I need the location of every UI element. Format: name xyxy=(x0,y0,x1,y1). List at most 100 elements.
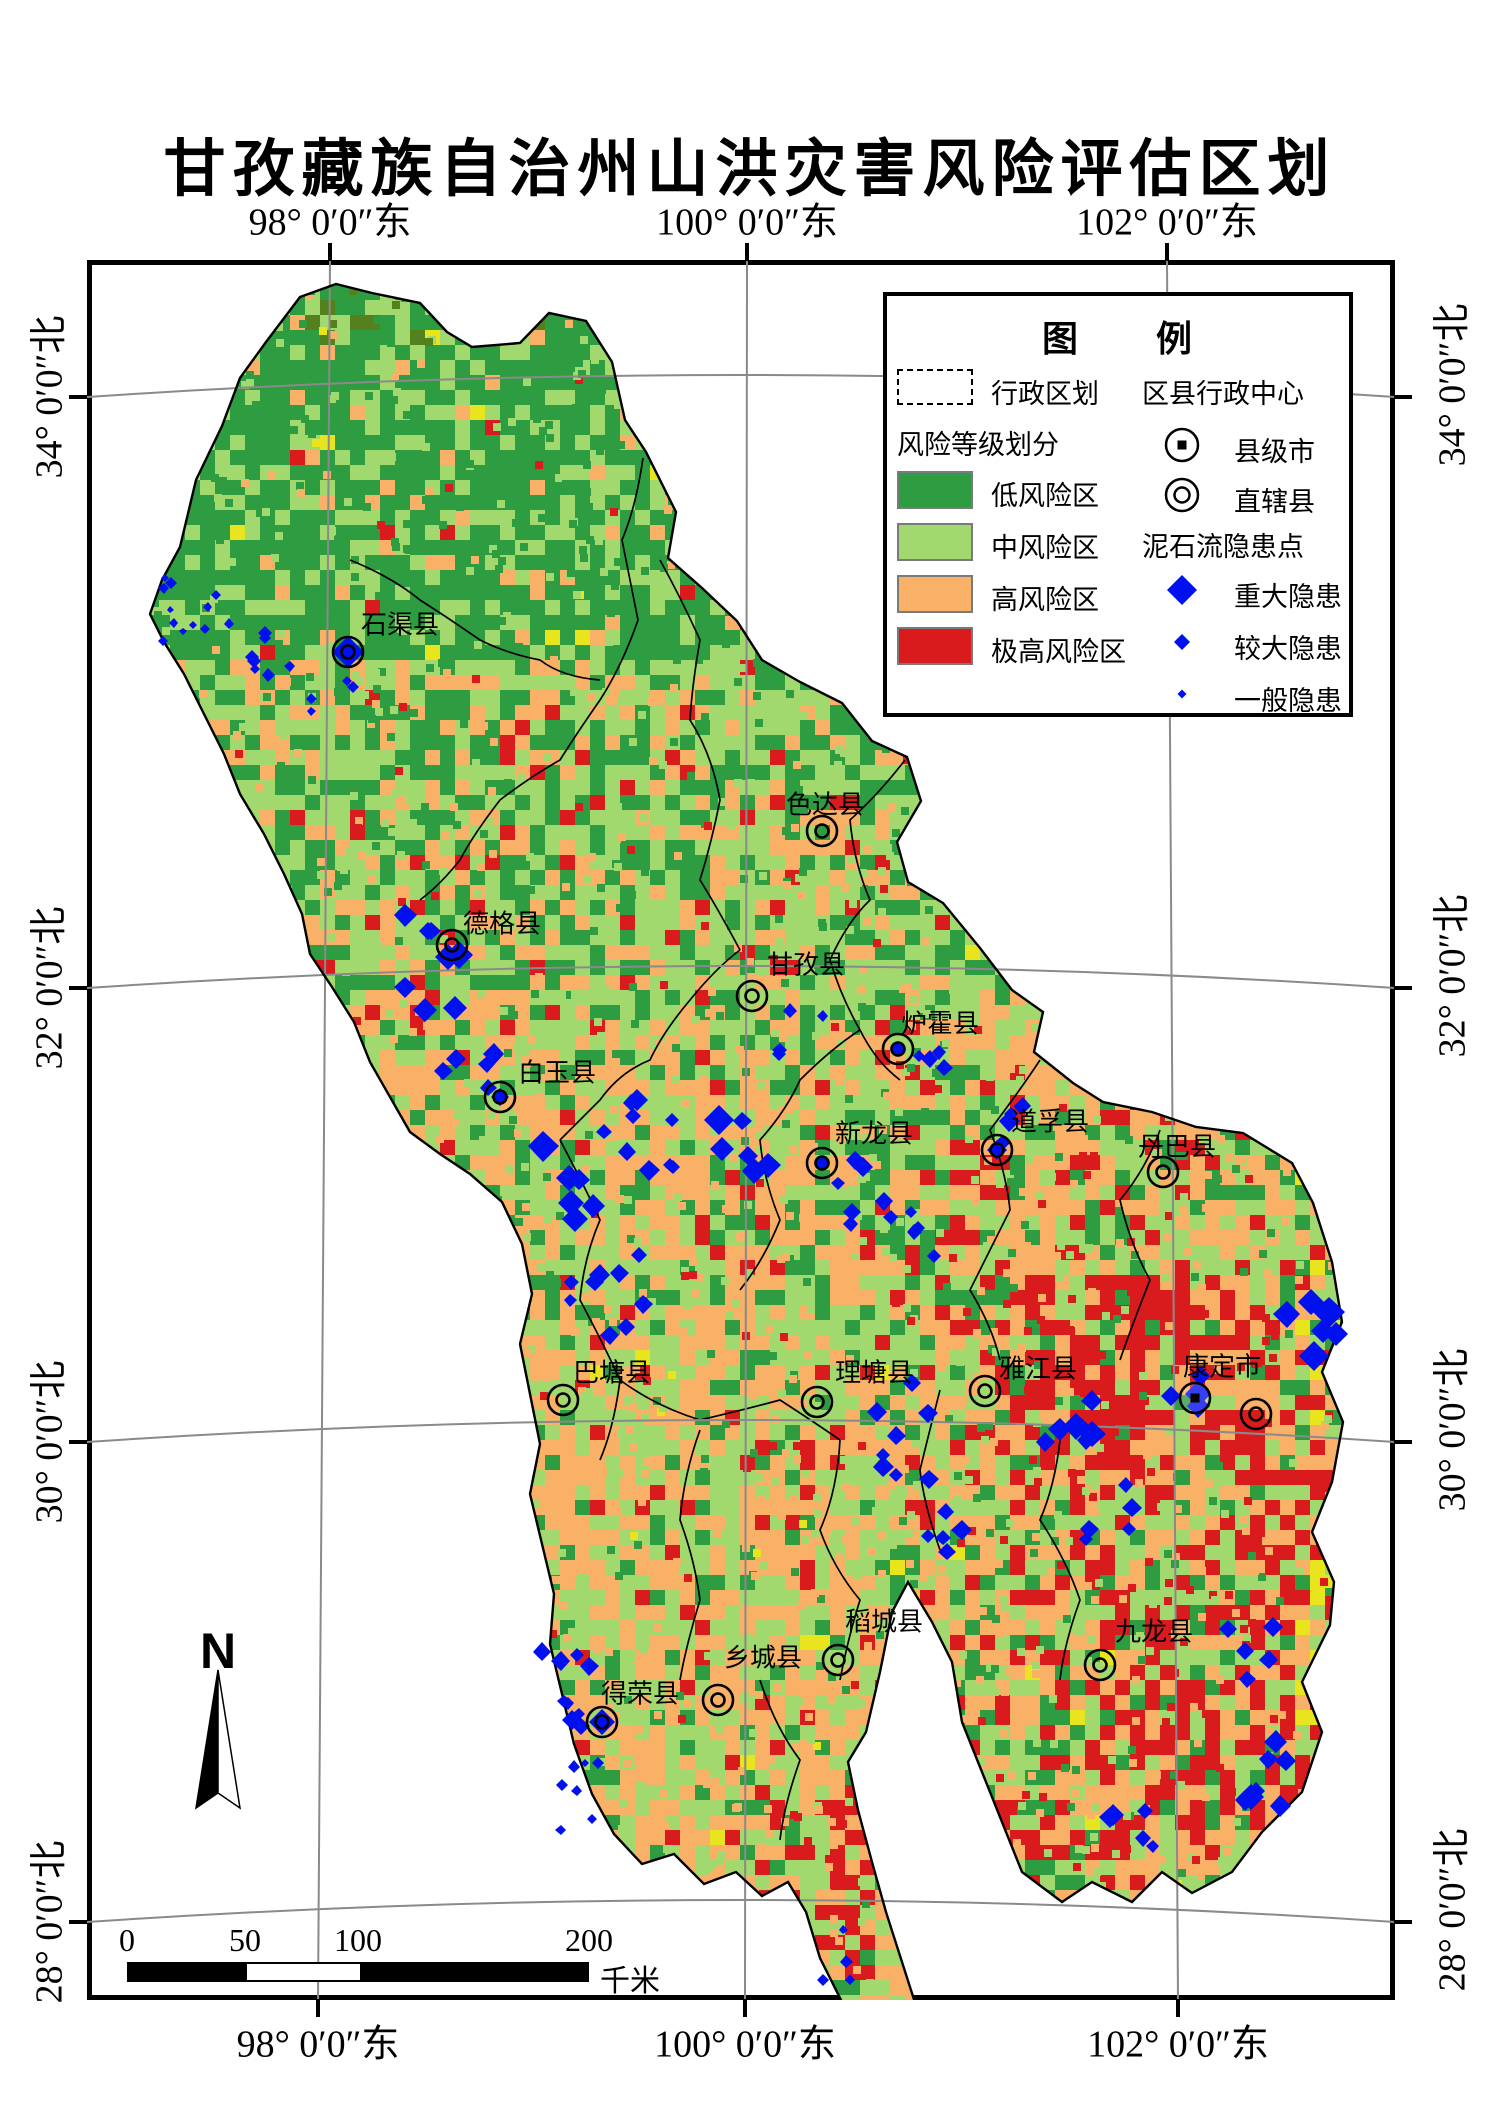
hazard-point xyxy=(158,636,168,646)
county-center-symbol xyxy=(821,1643,855,1677)
axis-tick xyxy=(69,395,87,399)
hazard-point xyxy=(1236,1642,1254,1660)
hazard-point xyxy=(1270,1795,1291,1817)
hazard-point xyxy=(631,1247,647,1263)
axis-tick xyxy=(69,986,87,990)
county-label-康定市: 康定市 xyxy=(1182,1352,1262,1382)
hazard-point xyxy=(262,668,275,682)
hazard-point xyxy=(665,1113,679,1127)
hazard-point xyxy=(831,1177,845,1190)
hazard-point xyxy=(342,676,352,686)
hazard-point xyxy=(307,707,316,716)
hazard-point xyxy=(211,590,221,600)
scale-tick-label: 0 xyxy=(119,1922,135,1958)
risk-swatch-1 xyxy=(897,523,973,561)
hazard-point xyxy=(571,1785,582,1796)
legend-admin-label: 行政区划 xyxy=(991,379,1099,409)
county-center-symbol xyxy=(1239,1397,1273,1431)
hazard-point xyxy=(617,1318,635,1336)
county-center-symbol xyxy=(735,979,769,1013)
hazard-point xyxy=(1263,1617,1283,1637)
page-title: 甘孜藏族自治州山洪灾害风险评估区划 xyxy=(163,136,1337,204)
hazard-point xyxy=(332,636,364,668)
scale-tick-label: 100 xyxy=(334,1922,382,1958)
county-center-symbol xyxy=(546,1383,580,1417)
axis-bottom-label: 100° 0′0″东 xyxy=(654,2023,836,2066)
hazard-point xyxy=(618,1142,636,1161)
hazard-point xyxy=(161,574,169,582)
hazard-point xyxy=(1014,1097,1031,1114)
hazard-point xyxy=(284,661,295,672)
hazard-point xyxy=(1235,1790,1256,1811)
hazard-point xyxy=(564,1275,579,1290)
hazard-point xyxy=(843,1203,861,1221)
hazard-point xyxy=(394,977,416,998)
county-label-白玉县: 白玉县 xyxy=(517,1058,597,1088)
axis-right-label: 32° 0′0″北 xyxy=(1431,894,1474,1058)
county-center-symbol xyxy=(805,1146,839,1180)
axis-right-label: 30° 0′0″北 xyxy=(1431,1348,1474,1512)
hazard-point xyxy=(839,1925,848,1934)
county-center-symbol xyxy=(483,1080,517,1114)
risk-label-2: 高风险区 xyxy=(991,585,1099,615)
hazard-point xyxy=(1273,1301,1300,1328)
hazard-point xyxy=(1247,1782,1265,1800)
hazard-point xyxy=(639,1160,660,1181)
axis-top-label: 102° 0′0″东 xyxy=(1076,201,1258,244)
axis-bottom-label: 98° 0′0″东 xyxy=(236,2023,400,2066)
scale-tick-label: 50 xyxy=(229,1922,261,1958)
hazard-point xyxy=(483,1043,504,1065)
axis-tick xyxy=(745,243,749,261)
hazard-point xyxy=(394,904,417,927)
county-center-symbol xyxy=(331,635,365,669)
hazard-point xyxy=(259,632,271,644)
hazard-point xyxy=(903,1374,921,1392)
hazard-point xyxy=(169,618,178,628)
hazard-point xyxy=(167,606,174,613)
hazard-point xyxy=(562,1206,588,1232)
county-center-symbol xyxy=(805,814,839,848)
north-arrow-icon xyxy=(194,1669,242,1810)
city-center-symbol xyxy=(1178,1381,1212,1415)
axis-tick xyxy=(69,1920,87,1924)
hazard-point xyxy=(935,1530,951,1545)
hazard-label-2: 一般隐患 xyxy=(1234,686,1342,716)
county-label-雅江县: 雅江县 xyxy=(998,1354,1078,1384)
hazard-point xyxy=(179,628,187,635)
hazard-point xyxy=(1122,1522,1136,1536)
hazard-point xyxy=(533,1642,551,1661)
hazard-point xyxy=(1311,1319,1335,1343)
county-center-symbol xyxy=(980,1133,1014,1167)
county-symbols-layer xyxy=(331,635,1273,1739)
hazard-point xyxy=(1137,1803,1153,1819)
hazard-point xyxy=(733,1112,752,1130)
hazard-point xyxy=(1298,1289,1324,1315)
county-label-德格县: 德格县 xyxy=(462,909,542,939)
hazard-point xyxy=(581,1759,589,1767)
hazard-label-0: 重大隐患 xyxy=(1234,582,1342,612)
axis-left-label: 30° 0′0″北 xyxy=(28,1360,71,1524)
scale-seg-1 xyxy=(129,1964,247,1980)
axis-left-label: 34° 0′0″北 xyxy=(28,315,71,479)
county-label-巴塘县: 巴塘县 xyxy=(572,1358,652,1388)
hazard-point xyxy=(306,693,317,704)
hazard-point xyxy=(634,1295,653,1314)
hazard-point xyxy=(1259,1650,1278,1669)
axis-tick xyxy=(328,243,332,261)
hazard-point xyxy=(556,1165,582,1191)
hazard-point xyxy=(845,1974,855,1985)
axis-right-label: 28° 0′0″北 xyxy=(1431,1828,1474,1992)
axis-tick xyxy=(1394,1440,1412,1444)
hazard-point xyxy=(1081,1390,1102,1411)
axis-left-label: 32° 0′0″北 xyxy=(28,906,71,1070)
hazard-point xyxy=(927,1249,941,1263)
axis-right-label: 34° 0′0″北 xyxy=(1431,303,1474,467)
hazard-point xyxy=(572,1718,590,1735)
hazard-point xyxy=(1118,1477,1133,1493)
admin-boundary-swatch xyxy=(897,369,973,405)
county-label-新龙县: 新龙县 xyxy=(834,1119,914,1149)
hazard-point xyxy=(1063,1413,1090,1440)
hazard-point xyxy=(710,1137,734,1161)
hazard-point xyxy=(189,621,197,629)
